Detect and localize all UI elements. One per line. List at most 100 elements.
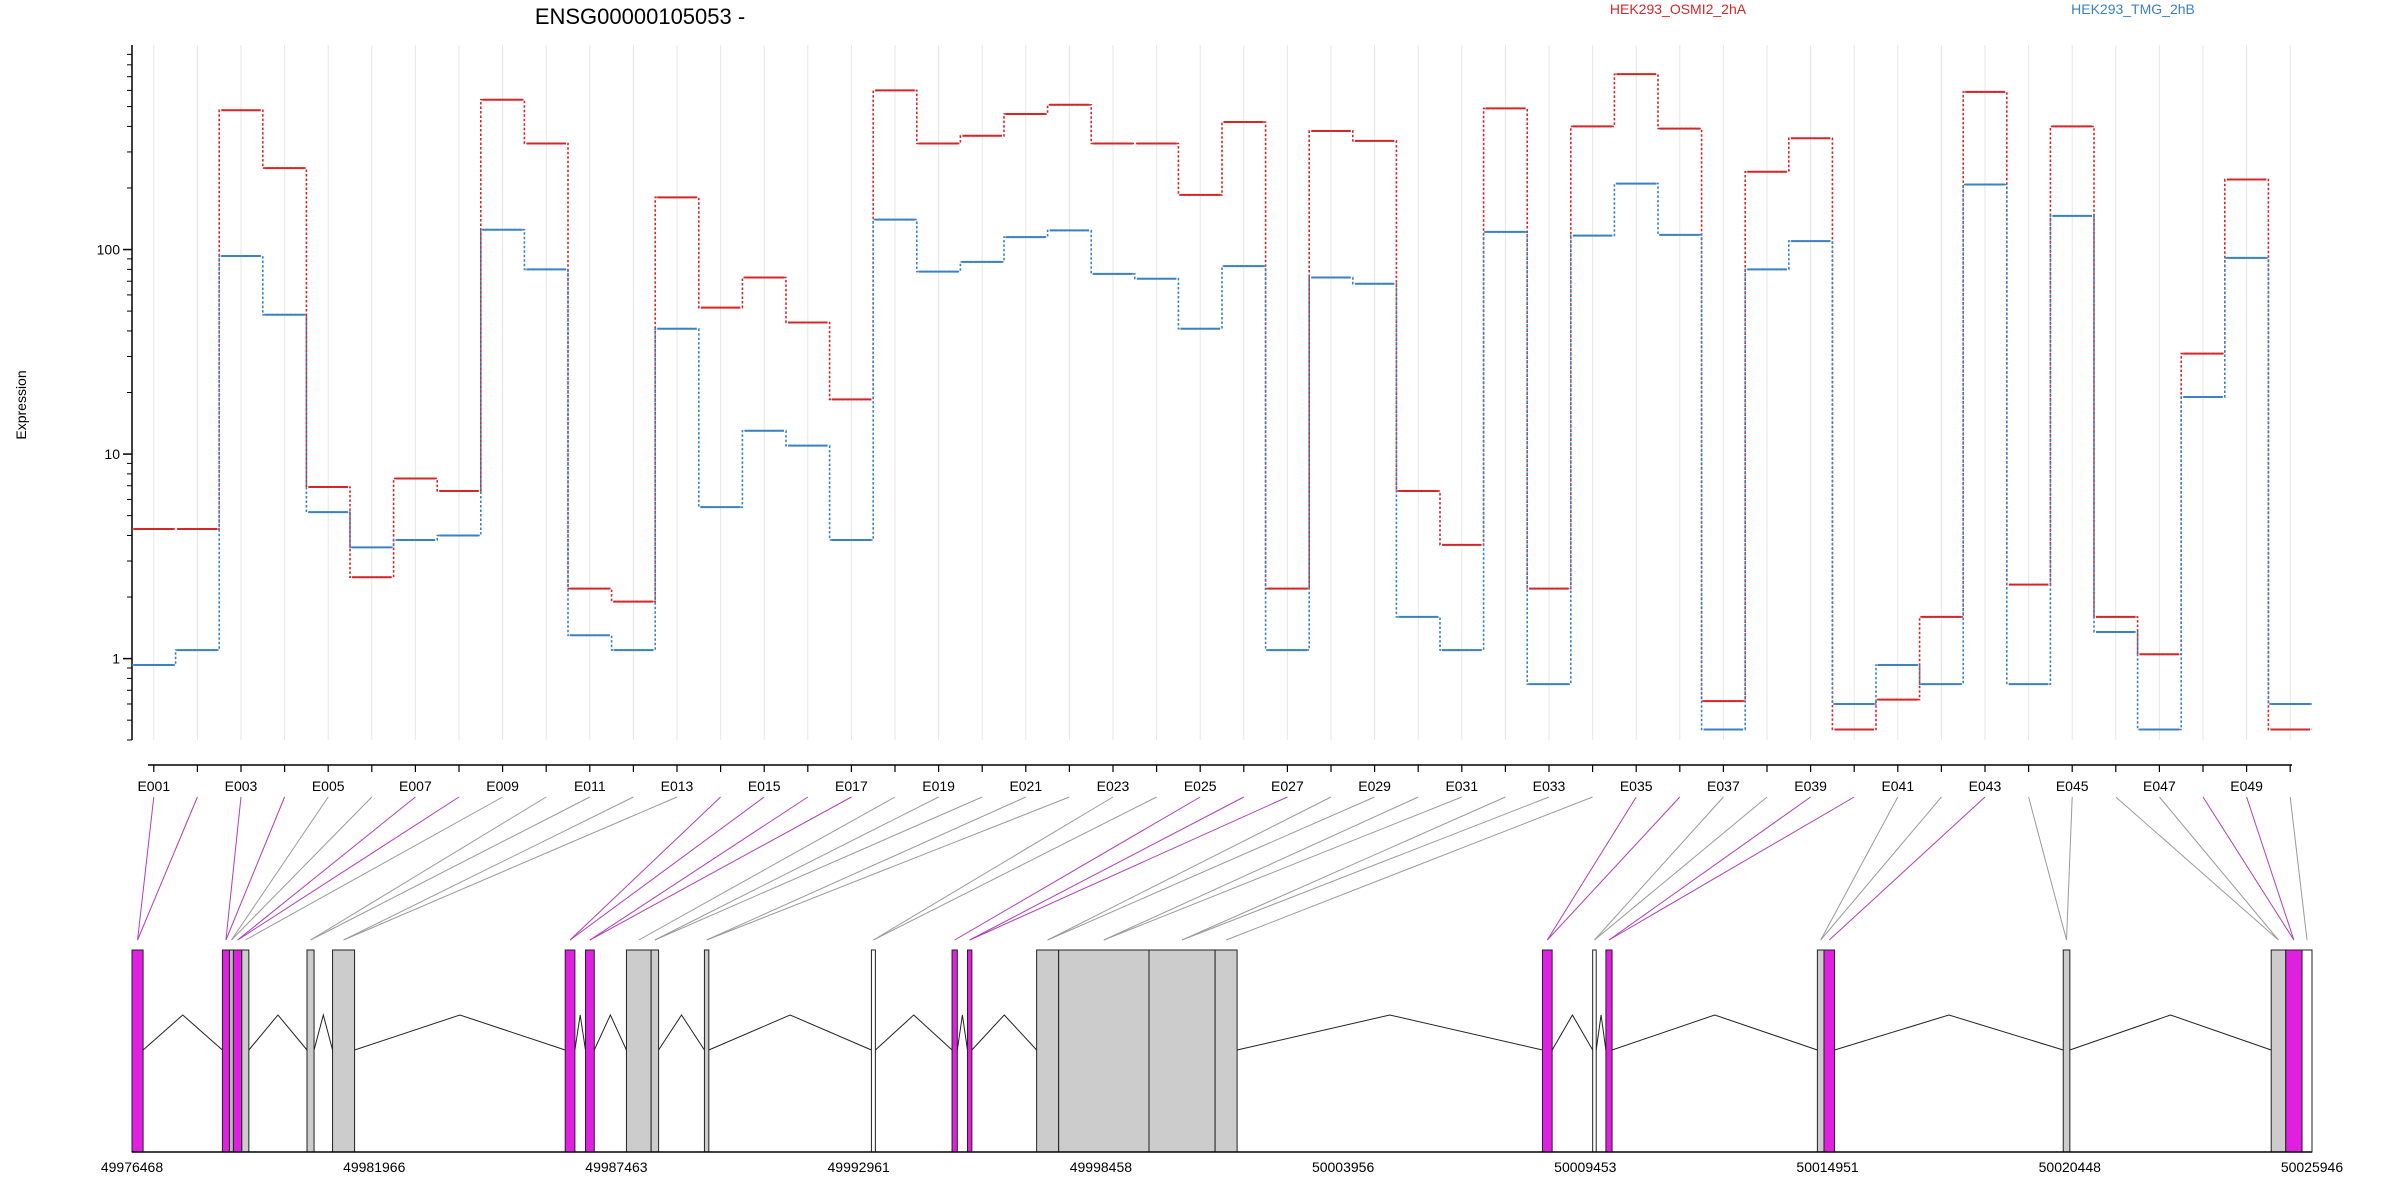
x-tick-label: E003 <box>225 778 258 794</box>
exon-block <box>2285 949 2303 1153</box>
exon-block <box>306 949 315 1153</box>
exon-connector <box>638 796 896 941</box>
exon-connector <box>1225 796 1593 941</box>
exon-connector <box>1820 796 1899 941</box>
exon-connector <box>2289 796 2308 941</box>
exon-block <box>221 949 230 1153</box>
intron-line <box>1834 1014 2064 1051</box>
exon-connector <box>1828 796 1986 941</box>
exon-connector <box>231 796 373 941</box>
intron-line <box>2069 1014 2272 1051</box>
exon-connector <box>1181 796 1550 941</box>
x-tick-label: E041 <box>1881 778 1914 794</box>
genomic-tick-label: 50014951 <box>1796 1159 1859 1175</box>
exon-block <box>1823 949 1836 1153</box>
exon-connector <box>231 796 329 941</box>
exon-connector <box>706 796 1070 941</box>
intron-line <box>875 1014 953 1051</box>
exon-connector <box>2115 796 2279 941</box>
x-tick-label: E035 <box>1620 778 1653 794</box>
exon-block <box>703 949 710 1153</box>
intron-line <box>354 1014 566 1051</box>
exon-connector <box>954 796 1201 941</box>
exon-connector <box>589 796 809 941</box>
exon-block <box>241 949 250 1153</box>
exon-connector <box>1181 796 1506 941</box>
exon-block <box>1148 949 1216 1153</box>
exon-block <box>564 949 576 1153</box>
exon-block <box>1592 949 1597 1153</box>
exon-connector <box>1608 796 1855 941</box>
y-tick-label: 1 <box>112 651 120 667</box>
x-tick-label: E023 <box>1097 778 1130 794</box>
x-tick-label: E009 <box>486 778 519 794</box>
exon-connector <box>1103 796 1462 941</box>
exon-connector <box>969 796 1245 941</box>
genomic-tick-label: 50025946 <box>2281 1159 2344 1175</box>
exon-connector <box>137 796 155 941</box>
x-tick-label: E037 <box>1707 778 1740 794</box>
exon-connector <box>237 796 460 941</box>
exon-block <box>625 949 652 1153</box>
x-tick-label: E029 <box>1358 778 1391 794</box>
x-tick-label: E015 <box>748 778 781 794</box>
exon-connector <box>1594 796 1768 941</box>
y-tick-label: 100 <box>97 242 121 258</box>
intron-line <box>1595 1014 1607 1051</box>
exon-block <box>650 949 660 1153</box>
genomic-tick-label: 49992961 <box>828 1159 891 1175</box>
exon-connector <box>2159 796 2279 941</box>
exon-block <box>1214 949 1238 1153</box>
x-tick-label: E033 <box>1533 778 1566 794</box>
x-tick-label: E001 <box>137 778 170 794</box>
legend-entry-series-1: HEK293_OSMI2_2hA <box>1610 1 1747 17</box>
exon-connector <box>310 796 591 941</box>
intron-line <box>1611 1014 1818 1051</box>
exon-connector <box>225 796 242 941</box>
exon-connector <box>654 796 939 941</box>
exon-connector <box>343 796 634 941</box>
exon-block <box>1058 949 1150 1153</box>
genomic-tick-label: 49998458 <box>1070 1159 1133 1175</box>
exon-connector <box>2028 796 2068 941</box>
genomic-tick-label: 49981966 <box>343 1159 406 1175</box>
exon-connector <box>1608 796 1811 941</box>
exon-block <box>966 949 973 1153</box>
exon-connector <box>1103 796 1419 941</box>
exon-block <box>1541 949 1553 1153</box>
x-tick-label: E025 <box>1184 778 1217 794</box>
exon-block <box>1605 949 1613 1153</box>
genomic-tick-label: 50003956 <box>1312 1159 1375 1175</box>
x-tick-label: E011 <box>574 778 606 794</box>
intron-line <box>313 1013 334 1051</box>
exon-connector <box>343 796 678 941</box>
intron-line <box>593 1013 627 1051</box>
intron-line <box>248 1014 308 1051</box>
x-tick-label: E039 <box>1794 778 1827 794</box>
exon-block <box>1036 949 1060 1153</box>
x-tick-label: E017 <box>835 778 868 794</box>
intron-line <box>956 1014 968 1051</box>
genomic-tick-label: 49987463 <box>585 1159 648 1175</box>
exon-connector <box>1594 796 1724 941</box>
x-tick-label: E043 <box>1969 778 2002 794</box>
intron-line <box>971 1014 1038 1051</box>
exon-connector <box>969 796 1288 941</box>
exon-block <box>2270 949 2287 1153</box>
x-tick-label: E047 <box>2143 778 2176 794</box>
exon-connector <box>2246 796 2295 941</box>
exon-connector <box>237 796 416 941</box>
x-tick-label: E049 <box>2230 778 2263 794</box>
legend-entry-series-2: HEK293_TMG_2hB <box>2071 1 2195 17</box>
genomic-tick-label: 50020448 <box>2039 1159 2102 1175</box>
x-tick-label: E031 <box>1445 778 1478 794</box>
exon-connector <box>137 796 198 941</box>
exon-connector <box>1546 796 1681 941</box>
exon-connector <box>2202 796 2295 941</box>
exon-connector <box>706 796 1027 941</box>
x-tick-label: E027 <box>1271 778 1304 794</box>
x-tick-label: E005 <box>312 778 345 794</box>
intron-line <box>142 1014 223 1051</box>
genomic-tick-label: 50009453 <box>1554 1159 1617 1175</box>
